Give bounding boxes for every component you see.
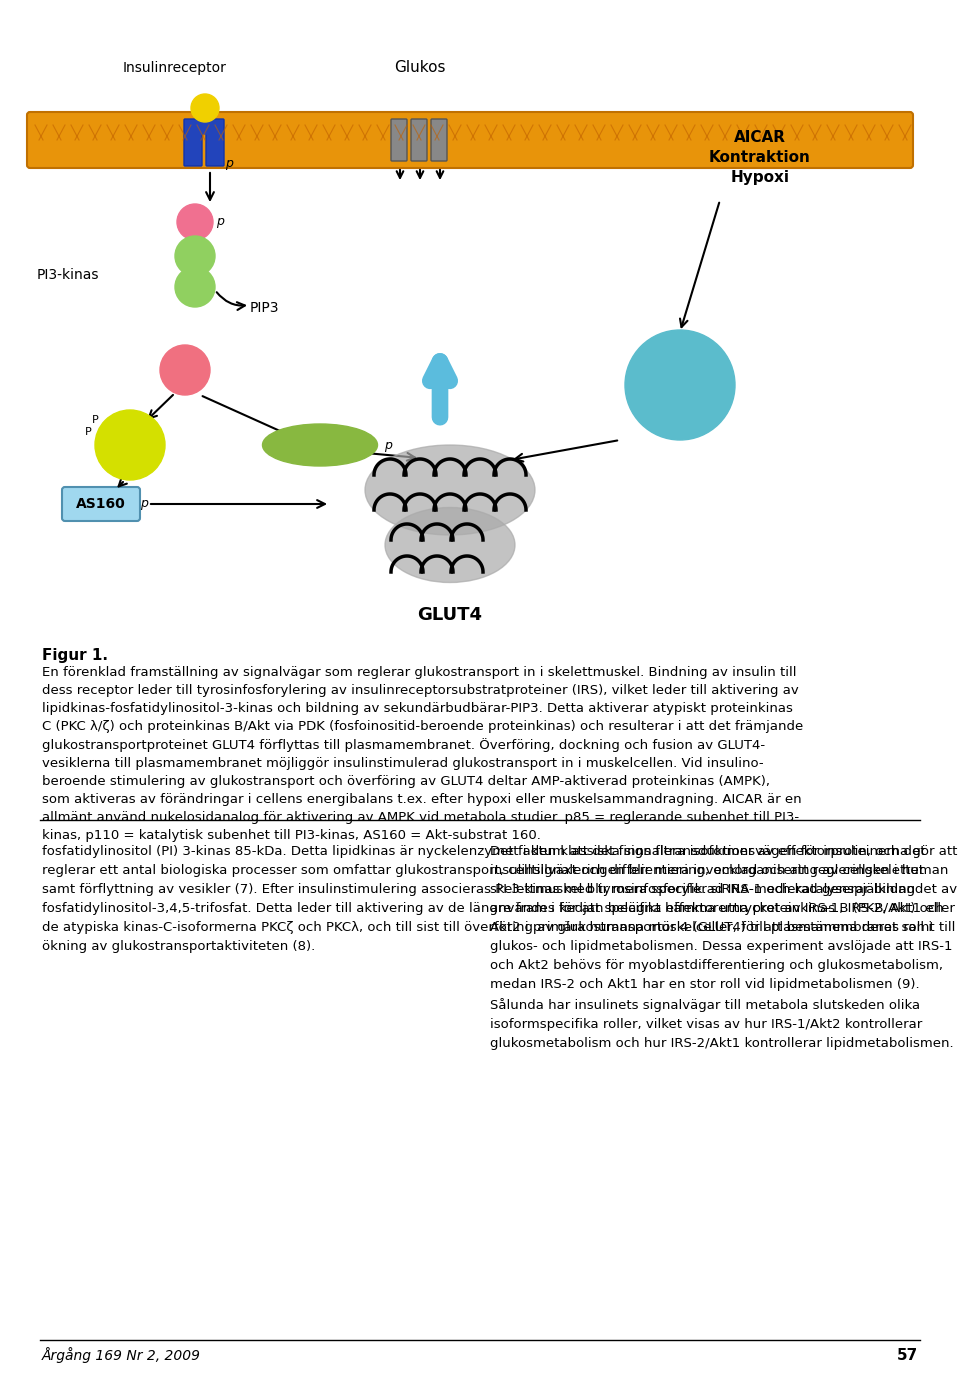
FancyBboxPatch shape: [184, 119, 202, 166]
Text: Figur 1.: Figur 1.: [42, 649, 108, 662]
Circle shape: [175, 236, 215, 277]
FancyBboxPatch shape: [206, 119, 224, 166]
FancyBboxPatch shape: [27, 112, 913, 167]
Ellipse shape: [385, 508, 515, 582]
FancyBboxPatch shape: [391, 119, 407, 160]
Text: p110: p110: [180, 282, 210, 292]
Text: AICAR
Kontraktion
Hypoxi: AICAR Kontraktion Hypoxi: [709, 130, 811, 184]
Text: Kinas: Kinas: [652, 389, 708, 407]
Text: Akt: Akt: [114, 438, 146, 456]
Text: AS160: AS160: [76, 496, 126, 510]
FancyBboxPatch shape: [62, 487, 140, 521]
Text: En förenklad framställning av signalvägar som reglerar glukostransport in i skel: En förenklad framställning av signalväga…: [42, 667, 804, 842]
Text: p: p: [225, 156, 233, 170]
Circle shape: [177, 205, 213, 241]
FancyBboxPatch shape: [411, 119, 427, 160]
Circle shape: [625, 331, 735, 440]
FancyBboxPatch shape: [431, 119, 447, 160]
Text: p: p: [140, 498, 148, 510]
Text: GLUT4: GLUT4: [418, 606, 483, 624]
Text: P: P: [91, 415, 98, 425]
Circle shape: [191, 94, 219, 122]
Text: AMP: AMP: [658, 373, 703, 391]
Text: Ser473: Ser473: [108, 427, 138, 437]
Text: Årgång 169 Nr 2, 2009: Årgång 169 Nr 2, 2009: [42, 1347, 201, 1364]
Text: P: P: [84, 427, 91, 437]
Text: PIP3: PIP3: [250, 301, 279, 315]
Text: Glukos: Glukos: [395, 61, 445, 76]
Text: IRS: IRS: [184, 217, 205, 227]
Text: Insulinreceptor: Insulinreceptor: [123, 61, 227, 75]
Text: p: p: [384, 438, 392, 451]
Text: fosfatidylinositol (PI) 3-kinas 85-kDa. Detta lipidkinas är nyckelenzymet i den : fosfatidylinositol (PI) 3-kinas 85-kDa. …: [42, 845, 957, 953]
Text: p85: p85: [183, 250, 206, 261]
Circle shape: [175, 267, 215, 307]
Ellipse shape: [262, 425, 377, 466]
Circle shape: [95, 409, 165, 480]
Ellipse shape: [365, 445, 535, 535]
FancyBboxPatch shape: [201, 122, 207, 134]
Text: PDK: PDK: [169, 362, 202, 378]
Circle shape: [160, 344, 210, 396]
Text: 57: 57: [897, 1347, 918, 1362]
Text: Thr308: Thr308: [108, 437, 138, 445]
Text: Det faktum att det finns flera isoformer av effektorproteinerna gör att insulins: Det faktum att det finns flera isoformer…: [490, 845, 957, 1050]
Text: p: p: [216, 216, 224, 228]
Text: PKCλ/ζ: PKCλ/ζ: [289, 437, 347, 452]
Text: PI3-kinas: PI3-kinas: [36, 268, 99, 282]
